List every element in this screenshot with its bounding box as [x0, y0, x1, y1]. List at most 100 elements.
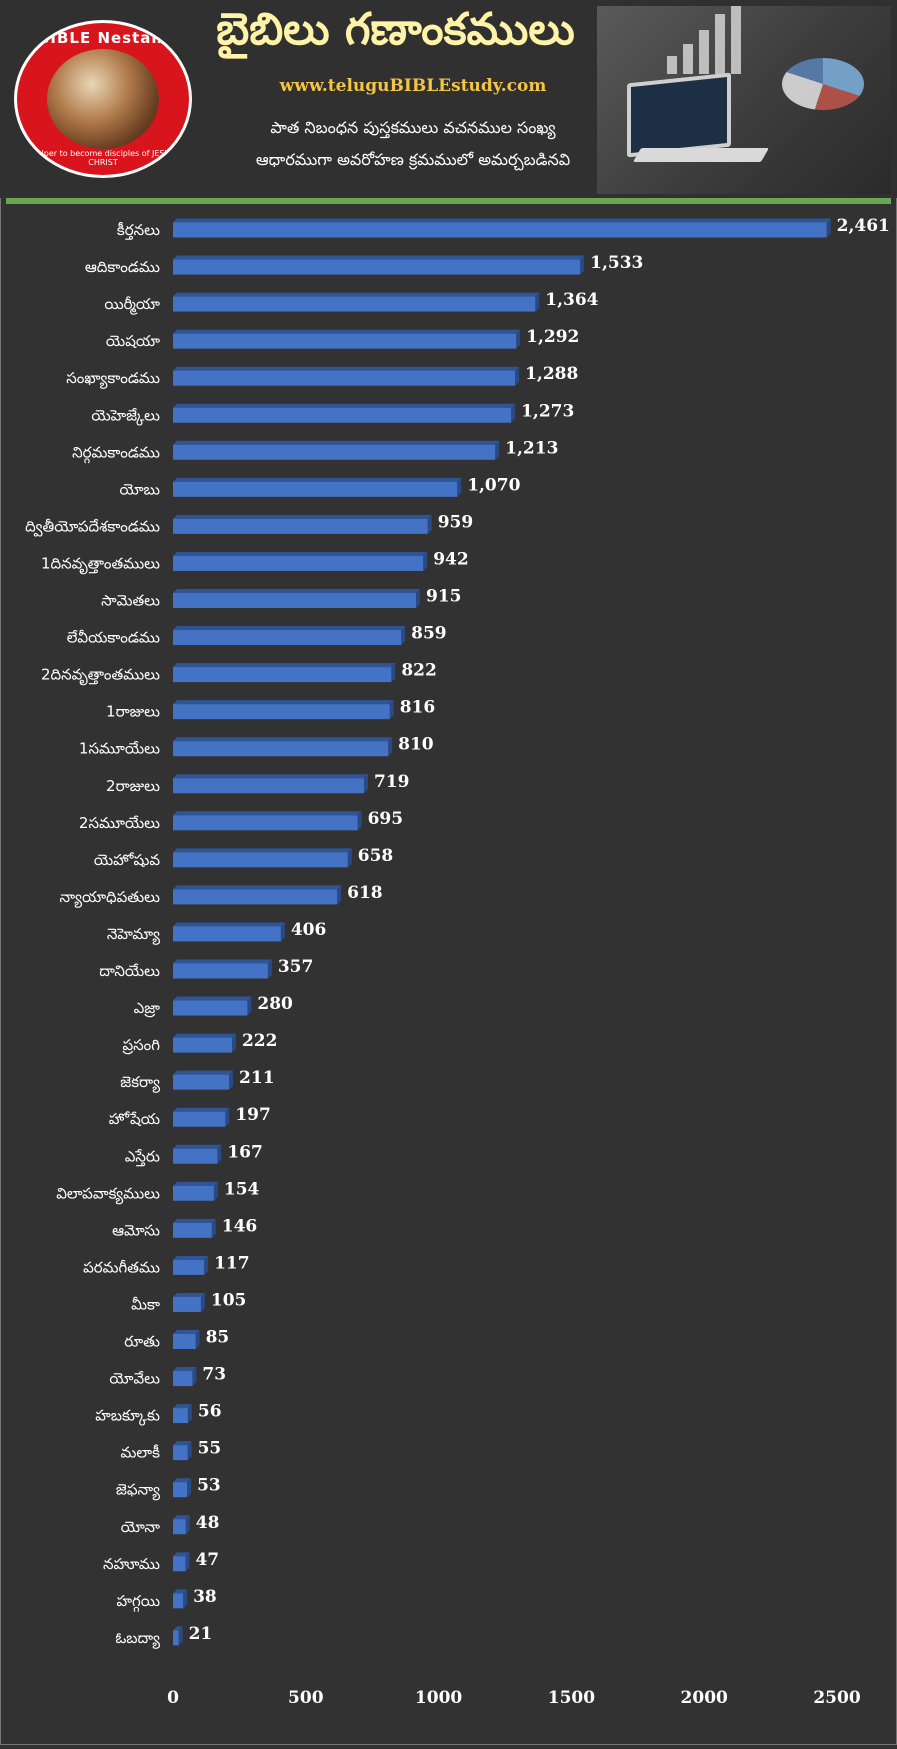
value-label: 719: [374, 772, 410, 792]
bar-group: నహూము 47: [103, 1550, 219, 1573]
value-label: 56: [198, 1402, 222, 1422]
category-label: 1సమూయేలు: [79, 740, 160, 758]
value-label: 618: [347, 883, 383, 903]
bar: [173, 1222, 212, 1238]
bar: [173, 1074, 230, 1090]
bar-top-face: [173, 922, 285, 927]
bar: [173, 481, 458, 497]
bar-top-face: [173, 811, 362, 816]
bar-side-face: [826, 218, 831, 238]
value-label: 915: [426, 587, 462, 607]
bar-group: విలాపవాక్యములు 154: [56, 1179, 259, 1204]
bar-group: ఆదికాండము 1,533: [85, 253, 644, 276]
board-bar-icon: [683, 44, 693, 74]
bar-group: పరమగీతము 117: [83, 1253, 249, 1276]
bar-group: 1రాజులు 816: [106, 698, 435, 721]
category-label: మలాకీ: [120, 1444, 160, 1462]
bar-side-face: [217, 1144, 222, 1164]
bar-group: సామెతలు 915: [101, 587, 461, 610]
bar-top-face: [173, 403, 516, 408]
bar-top-face: [173, 589, 421, 593]
bar-group: నిర్గమకాండము 1,213: [72, 438, 558, 463]
bar-side-face: [231, 1033, 236, 1053]
bar-side-face: [511, 403, 516, 423]
category-label: నెహెమ్యా: [107, 925, 160, 945]
bar-top-face: [173, 959, 272, 964]
bar-side-face: [187, 1478, 192, 1498]
bar: [173, 1000, 248, 1016]
category-label: సంఖ్యాకాండము: [66, 369, 160, 389]
bar-group: 2దినవృత్తాంతములు 822: [41, 661, 437, 686]
bar-side-face: [427, 514, 432, 534]
bar-top-face: [173, 366, 520, 371]
bar-side-face: [457, 477, 462, 497]
bar-side-face: [187, 1441, 192, 1461]
bar-side-face: [389, 700, 394, 720]
bar-top-face: [173, 1070, 234, 1075]
bar-group: లేవీయకాండము 859: [67, 624, 447, 647]
bar: [173, 1296, 201, 1312]
value-label: 211: [239, 1068, 275, 1088]
x-tick-label: 2500: [813, 1688, 860, 1708]
subtitle-line-2: ఆధారముగా అవరోహణ క్రమములో అమర్చబడినవి: [255, 150, 571, 169]
bar-side-face: [423, 551, 428, 571]
category-label: హబక్కూకు: [95, 1407, 160, 1427]
bar: [173, 555, 424, 571]
bar-top-face: [173, 626, 406, 631]
category-label: సామెతలు: [101, 592, 160, 610]
bar-group: 1సమూయేలు 810: [79, 735, 434, 758]
bar-side-face: [178, 1626, 183, 1646]
bar-group: రూతు 85: [124, 1328, 229, 1351]
bar-top-face: [173, 1144, 222, 1149]
bar: [173, 407, 512, 423]
value-label: 117: [214, 1253, 250, 1273]
category-label: ఎజ్రా: [134, 999, 161, 1018]
bar-group: కీర్తనలు 2,461: [117, 216, 890, 240]
value-label: 658: [358, 846, 394, 866]
category-label: ఆదికాండము: [85, 258, 160, 276]
category-label: హగ్గయి: [116, 1592, 160, 1612]
bar-top-face: [173, 885, 342, 890]
bar-top-face: [173, 663, 396, 668]
x-tick-label: 1500: [548, 1688, 595, 1708]
category-label: దానియేలు: [99, 962, 160, 980]
bar: [173, 1334, 196, 1349]
bar-side-face: [280, 922, 285, 942]
value-label: 55: [198, 1439, 222, 1459]
bar-side-face: [580, 255, 585, 275]
bar-group: ప్రసంగి 222: [122, 1031, 277, 1055]
bar: [173, 741, 389, 757]
value-label: 1,292: [526, 327, 579, 347]
bar-top-face: [173, 1033, 236, 1038]
bar-group: జెకర్యా 211: [120, 1068, 274, 1093]
bar-group: ఓబద్యా 21: [115, 1624, 212, 1649]
bar-top-face: [173, 255, 585, 260]
header-divider: [6, 198, 891, 204]
bar-side-face: [363, 774, 368, 794]
subtitle-line-1: పాత నిబంధన పుస్తకములు వచనముల సంఖ్య: [270, 118, 556, 137]
bar-top-face: [173, 514, 432, 519]
bar: [173, 1408, 188, 1424]
website-link[interactable]: www.teluguBIBLEstudy.com: [279, 76, 547, 96]
value-label: 38: [193, 1587, 217, 1607]
value-label: 146: [222, 1216, 257, 1236]
jesus-image-icon: [47, 49, 159, 149]
value-label: 53: [197, 1476, 221, 1496]
bar: [173, 444, 496, 460]
category-label: యోవేలు: [109, 1370, 160, 1388]
bar-side-face: [516, 329, 521, 349]
value-label: 1,273: [521, 401, 574, 421]
value-label: 48: [196, 1513, 220, 1533]
value-label: 154: [224, 1179, 260, 1199]
bar-top-face: [173, 1255, 209, 1260]
category-label: ద్వితీయోపదేశకాండము: [25, 517, 160, 537]
bar-group: దానియేలు 357: [99, 957, 313, 980]
bar-group: హబక్కూకు 56: [95, 1402, 221, 1427]
bar-group: యెషయా 1,292: [106, 327, 579, 350]
bar-group: యోనా 48: [121, 1513, 220, 1536]
bar-top-face: [173, 1218, 216, 1223]
bar: [173, 1556, 186, 1572]
value-label: 105: [211, 1290, 247, 1310]
bar: [173, 296, 536, 312]
bar-side-face: [213, 1181, 218, 1201]
